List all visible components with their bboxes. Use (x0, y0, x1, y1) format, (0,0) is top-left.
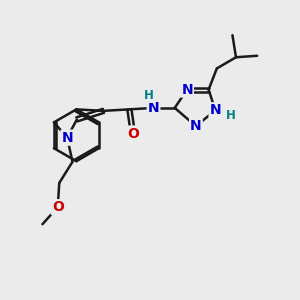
Text: O: O (127, 127, 139, 140)
Text: H: H (144, 89, 154, 102)
Text: N: N (61, 130, 73, 145)
Text: N: N (181, 82, 193, 97)
Text: N: N (190, 119, 202, 133)
Text: H: H (226, 109, 236, 122)
Text: N: N (210, 103, 221, 117)
Text: O: O (52, 200, 64, 214)
Text: N: N (148, 101, 159, 115)
